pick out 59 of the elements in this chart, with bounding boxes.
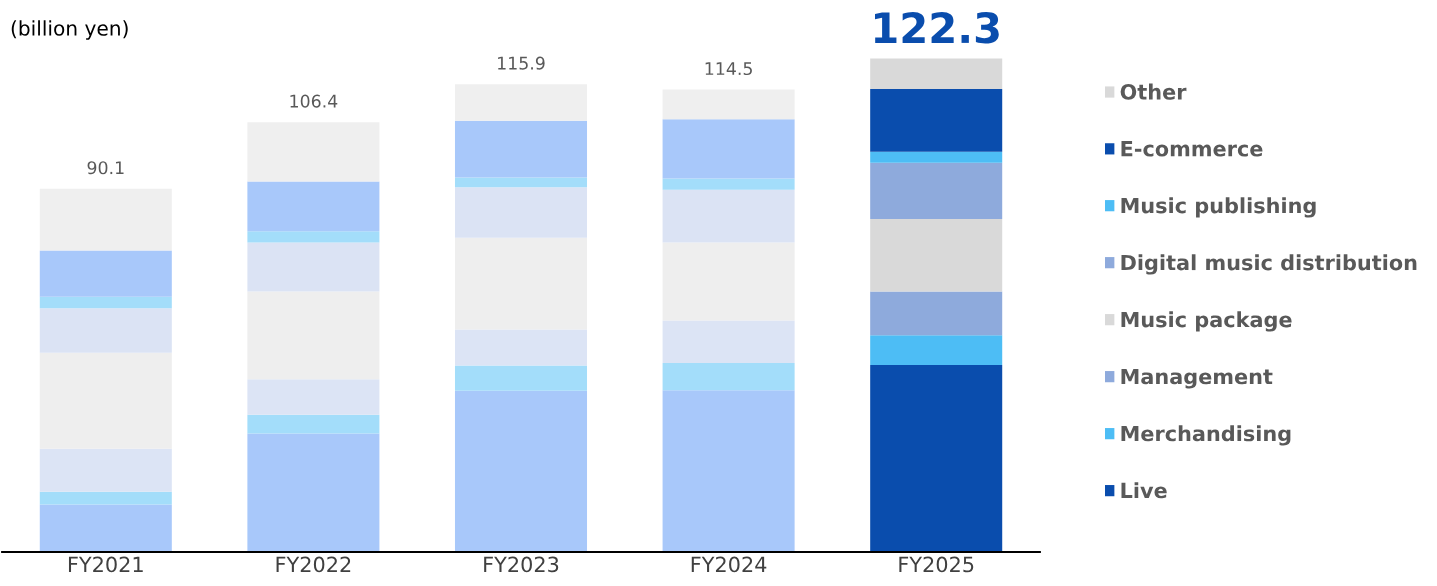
bar <box>454 390 588 552</box>
bar <box>247 433 380 552</box>
bar <box>247 242 380 292</box>
bar <box>870 335 1003 365</box>
bar <box>662 89 795 120</box>
legend-label: Management <box>1121 368 1273 389</box>
bar <box>39 250 172 297</box>
bar <box>454 177 588 188</box>
annotation: 90.1 <box>87 161 124 175</box>
annotation: 106.4 <box>290 94 338 108</box>
legend-label: Live <box>1121 482 1167 499</box>
x-tick-label: FY2023 <box>484 556 559 573</box>
legend-label: Music publishing <box>1121 197 1316 218</box>
bar <box>247 414 380 434</box>
bar <box>870 162 1003 219</box>
bar <box>870 218 1003 292</box>
bar <box>39 188 172 251</box>
annotation: 114.5 <box>705 62 752 76</box>
bar <box>454 329 588 366</box>
bar <box>662 320 795 363</box>
legend-label: E-commerce <box>1121 141 1263 157</box>
bar <box>454 365 588 391</box>
x-tick-label: FY2021 <box>68 556 143 573</box>
x-tick-label: FY2022 <box>276 556 351 573</box>
bar <box>454 84 588 121</box>
bar <box>39 448 172 492</box>
bar <box>247 231 380 243</box>
bar <box>870 58 1003 90</box>
bar <box>870 151 1003 163</box>
legend-label: Merchandising <box>1121 425 1291 446</box>
bar <box>662 390 795 552</box>
bar <box>870 364 1003 552</box>
bar <box>39 308 172 353</box>
legend-label: Digital music distribution <box>1121 254 1417 275</box>
annotation: 115.9 <box>498 56 545 70</box>
legend-label: Music package <box>1121 311 1292 332</box>
bar <box>870 291 1003 336</box>
bar <box>247 181 380 232</box>
bar <box>662 242 795 321</box>
bar <box>247 122 380 182</box>
bar <box>39 352 172 449</box>
bar <box>39 296 172 309</box>
bar <box>454 237 588 330</box>
x-tick-label: FY2025 <box>899 556 974 573</box>
bar <box>454 187 588 238</box>
bar <box>662 178 795 190</box>
bar <box>662 189 795 243</box>
annotation: 122.3 <box>875 11 999 44</box>
bar <box>662 362 795 391</box>
x-tick-label: FY2024 <box>691 556 767 573</box>
bar <box>870 89 1003 152</box>
bar <box>454 120 588 178</box>
bar <box>247 291 380 380</box>
bar <box>39 504 172 552</box>
bar <box>247 379 380 415</box>
legend-label: Other <box>1120 83 1187 100</box>
y-axis-title: (billion yen) <box>11 20 128 40</box>
bar <box>662 119 795 179</box>
bar <box>39 491 172 505</box>
